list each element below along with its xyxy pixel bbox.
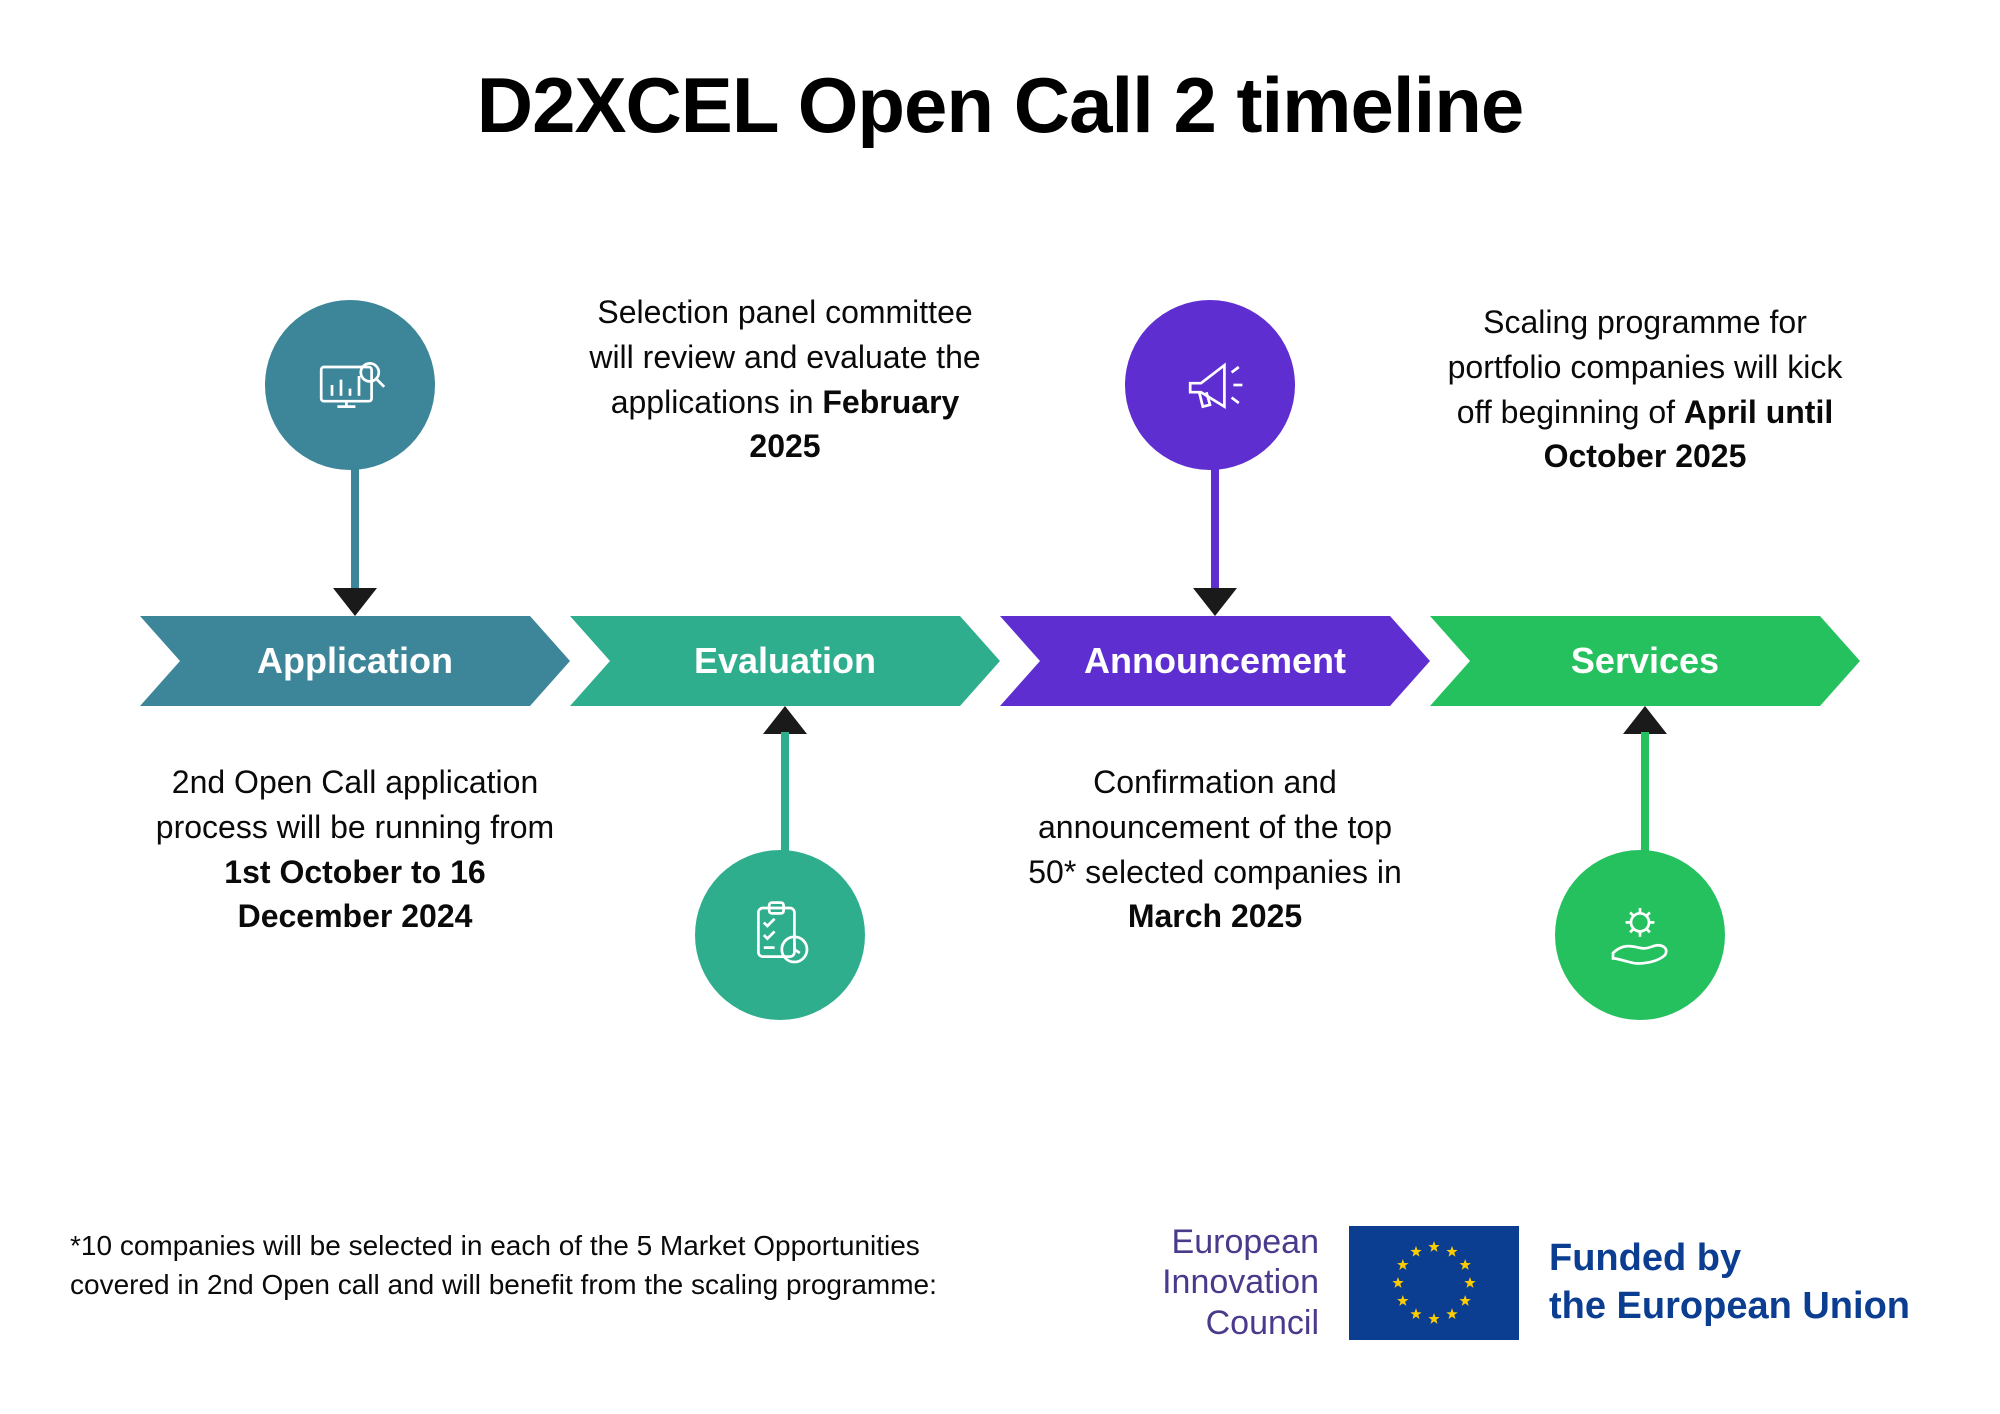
pin-triangle [1623,706,1667,734]
funding-block: European Innovation Council Funded by th… [1162,1222,1910,1344]
funded-line: Funded by [1549,1235,1910,1283]
timeline-step-label: Evaluation [694,640,876,682]
pin-announcement [1210,450,1220,616]
analytics-icon [305,340,395,430]
eu-flag-icon [1349,1226,1519,1340]
footnote: *10 companies will be selected in each o… [70,1226,970,1304]
pin-stem [351,450,359,590]
checklist-icon [735,890,825,980]
pin-triangle [1193,588,1237,616]
desc-services: Scaling programme for portfolio companie… [1445,300,1845,479]
eic-label: European Innovation Council [1162,1222,1319,1344]
gear-hand-icon [1595,890,1685,980]
circle-services [1555,850,1725,1020]
megaphone-icon [1165,340,1255,430]
circle-application [265,300,435,470]
desc-announcement: Confirmation and announcement of the top… [1015,760,1415,939]
timeline-step-label: Services [1571,640,1719,682]
timeline-step-application: Application [140,616,570,706]
desc-bold: March 2025 [1128,898,1302,934]
eic-line: European [1162,1222,1319,1263]
pin-services [1640,706,1650,872]
pin-triangle [333,588,377,616]
eic-line: Council [1162,1303,1319,1344]
circle-announcement [1125,300,1295,470]
timeline-step-announcement: Announcement [1000,616,1430,706]
desc-text: 2nd Open Call application process will b… [156,764,554,845]
timeline-step-label: Application [257,640,453,682]
circle-evaluation [695,850,865,1020]
timeline-step-services: Services [1430,616,1860,706]
timeline-step-label: Announcement [1084,640,1346,682]
page-title: D2XCEL Open Call 2 timeline [0,60,2000,151]
pin-evaluation [780,706,790,872]
pin-stem [1211,450,1219,590]
eic-line: Innovation [1162,1262,1319,1303]
pin-application [350,450,360,616]
timeline-step-evaluation: Evaluation [570,616,1000,706]
pin-triangle [763,706,807,734]
desc-bold: 1st October to 16 December 2024 [224,854,485,935]
timeline-arrow-row: Application Evaluation Announcement Serv… [140,616,1860,706]
desc-application: 2nd Open Call application process will b… [155,760,555,939]
desc-evaluation: Selection panel committee will review an… [585,290,985,469]
desc-text: Confirmation and announcement of the top… [1028,764,1402,890]
funded-label: Funded by the European Union [1549,1235,1910,1330]
funded-line: the European Union [1549,1283,1910,1331]
